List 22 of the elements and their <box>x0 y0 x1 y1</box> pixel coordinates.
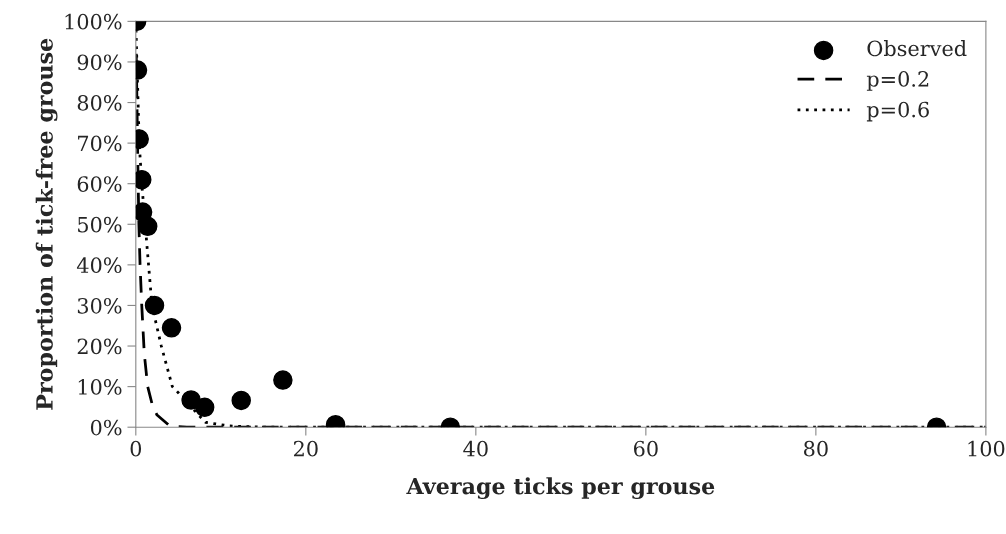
y-tick-label: 30% <box>77 297 122 314</box>
legend-label: p=0.6 <box>866 101 929 122</box>
x-tick-label: 100 <box>968 440 1005 457</box>
y-tick-label: 100% <box>65 13 122 30</box>
y-axis-title: Proportion of tick-free grouse <box>35 38 58 410</box>
x-tick-label: 80 <box>804 440 828 457</box>
legend-label: Observed <box>867 40 967 57</box>
y-tick-label: 10% <box>78 379 122 395</box>
x-axis-title: Average ticks per grouse <box>406 477 715 500</box>
y-tick-label: 0% <box>90 419 122 436</box>
x-tick-label: 60 <box>633 440 658 457</box>
x-tick-label: 40 <box>463 440 488 457</box>
y-tick-label: 20% <box>77 338 122 355</box>
y-tick-label: 90% <box>77 54 122 71</box>
y-tick-label: 50% <box>78 216 122 233</box>
x-tick-label: 20 <box>293 440 318 457</box>
x-tick-label: 0 <box>130 440 142 457</box>
y-tick-label: 70% <box>78 135 122 152</box>
y-tick-label: 40% <box>76 257 122 274</box>
y-tick-label: 80% <box>77 94 122 111</box>
legend-label: p=0.2 <box>866 71 929 91</box>
y-tick-label: 60% <box>77 176 122 192</box>
